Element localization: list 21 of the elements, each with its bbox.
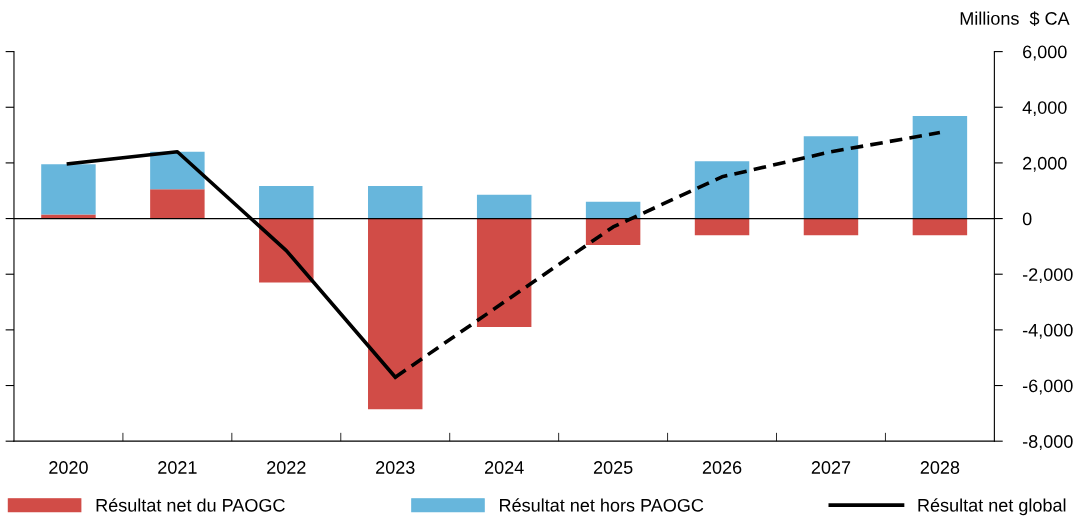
y-tick-label: -8,000 xyxy=(1022,435,1073,451)
x-tick-label: 2021 xyxy=(158,461,197,474)
y-tick-label: 2,000 xyxy=(1023,156,1067,172)
x-tick-label: 2028 xyxy=(920,461,960,474)
x-tick-label: 2020 xyxy=(49,461,88,474)
legend-label: Résultat net hors PAOGC xyxy=(500,498,704,512)
y-tick-label: 4,000 xyxy=(1022,101,1067,117)
legend-label: Résultat net global xyxy=(918,498,1066,516)
x-tick-label: 2024 xyxy=(485,461,524,474)
y-axis-title: Millions $ CA xyxy=(960,11,1070,26)
x-tick-label: 2023 xyxy=(376,461,415,474)
y-tick-label: 0 xyxy=(1022,212,1032,226)
legend-label: Résultat net du PAOGC xyxy=(96,498,285,512)
x-tick-label: 2025 xyxy=(593,461,633,474)
x-tick-label: 2022 xyxy=(267,461,306,474)
x-tick-label: 2026 xyxy=(702,461,742,474)
x-tick-label: 2027 xyxy=(811,461,851,474)
y-tick-label: -4,000 xyxy=(1022,323,1073,339)
y-tick-label: -6,000 xyxy=(1022,379,1073,395)
y-tick-label: -2,000 xyxy=(1022,268,1073,284)
y-tick-label: 6,000 xyxy=(1023,45,1067,61)
